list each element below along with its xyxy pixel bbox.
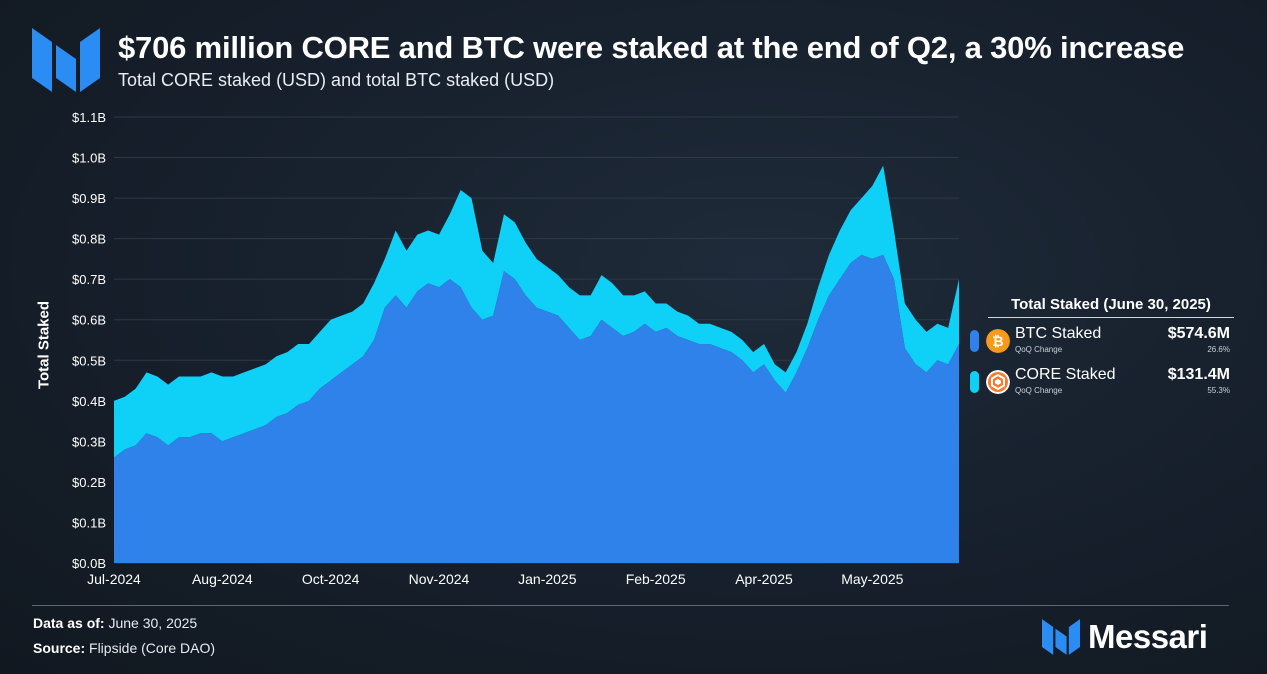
y-tick-label: $1.0B — [72, 151, 106, 166]
y-tick-label: $0.4B — [72, 394, 106, 409]
x-tick-label: May-2025 — [841, 571, 903, 587]
y-tick-label: $0.5B — [72, 353, 106, 368]
source-value: Flipside (Core DAO) — [89, 640, 216, 656]
y-tick-label: $0.1B — [72, 515, 106, 530]
x-tick-label: Jul-2024 — [87, 571, 141, 587]
core-staked-area — [114, 165, 959, 458]
y-tick-label: $1.1B — [72, 110, 106, 125]
y-tick-label: $0.9B — [72, 191, 106, 206]
core-qoq-label: QoQ Change — [1015, 386, 1063, 395]
footer-divider — [32, 605, 1229, 606]
y-tick-label: $0.8B — [72, 232, 106, 247]
y-axis-title: Total Staked — [35, 300, 53, 390]
legend-item-core: CORE Staked QoQ Change $131.4M 55.3% — [968, 362, 1234, 400]
data-as-of-value: June 30, 2025 — [108, 615, 198, 631]
x-tick-label: Jan-2025 — [518, 571, 577, 587]
core-swatch — [970, 371, 979, 393]
y-tick-label: $0.3B — [72, 434, 106, 449]
messari-footer-logo-icon — [1042, 619, 1080, 655]
source: Source: Flipside (Core DAO) — [33, 640, 215, 656]
stacked-area-chart: $0.0B $0.1B $0.2B $0.3B $0.4B $0.5B $0.6B $0.7B… — [72, 110, 959, 587]
y-tick-label: $0.7B — [72, 272, 106, 287]
legend-item-btc: ₿ BTC Staked QoQ Change $574.6M 26.6% — [968, 321, 1234, 359]
y-tick-label: $0.6B — [72, 313, 106, 328]
btc-qoq-value: 26.6% — [1207, 345, 1230, 354]
chart-subtitle: Total CORE staked (USD) and total BTC st… — [118, 70, 555, 90]
messari-logo-icon — [32, 28, 100, 92]
brand-name: Messari — [1088, 618, 1208, 655]
x-tick-label: Nov-2024 — [409, 571, 470, 587]
x-tick-label: Aug-2024 — [192, 571, 253, 587]
legend-title: Total Staked (June 30, 2025) — [988, 296, 1234, 318]
core-qoq-value: 55.3% — [1207, 386, 1230, 395]
y-tick-label: $0.0B — [72, 556, 106, 571]
core-series-name: CORE Staked — [1015, 366, 1116, 383]
svg-text:₿: ₿ — [992, 334, 1003, 350]
brand: Messari — [1042, 617, 1208, 657]
btc-series-name: BTC Staked — [1015, 325, 1102, 342]
chart-title: $706 million CORE and BTC were staked at… — [118, 30, 1185, 65]
area-series — [114, 165, 959, 563]
btc-value: $574.6M — [1167, 325, 1230, 342]
x-tick-label: Oct-2024 — [302, 571, 360, 587]
btc-swatch — [970, 330, 979, 352]
axis-labels: $0.0B $0.1B $0.2B $0.3B $0.4B $0.5B $0.6B $0.7B… — [72, 110, 904, 587]
core-icon — [986, 370, 1010, 394]
data-as-of-label: Data as of: — [33, 615, 105, 631]
bitcoin-icon: ₿ — [986, 329, 1010, 353]
x-tick-label: Feb-2025 — [626, 571, 686, 587]
x-tick-label: Apr-2025 — [735, 571, 793, 587]
source-label: Source: — [33, 640, 86, 656]
legend: Total Staked (June 30, 2025) ₿ BTC Stake… — [968, 296, 1234, 400]
core-value: $131.4M — [1167, 366, 1230, 383]
btc-staked-area — [114, 254, 959, 563]
y-tick-label: $0.2B — [72, 475, 106, 490]
data-as-of: Data as of: June 30, 2025 — [33, 615, 197, 631]
btc-qoq-label: QoQ Change — [1015, 345, 1063, 354]
